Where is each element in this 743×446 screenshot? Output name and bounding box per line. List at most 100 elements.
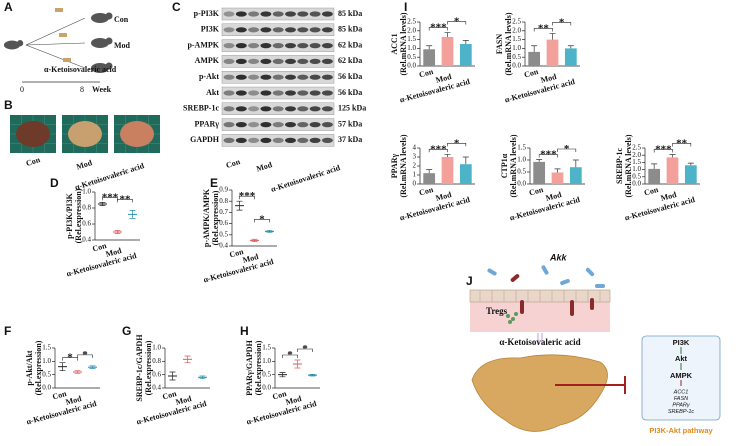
blot-band (272, 106, 284, 112)
blot-band (260, 43, 272, 49)
y-tick-label: 1.5 (262, 344, 271, 352)
y-axis-unit: (Rel.expression) (211, 190, 220, 245)
significance-label: * (67, 352, 73, 364)
significance-bracket (653, 149, 673, 153)
significance-bracket (447, 21, 467, 25)
x-tick-label: Mod (435, 190, 453, 203)
y-tick-label: 0.0 (262, 384, 271, 392)
blot-band (321, 58, 333, 64)
arrow (25, 44, 86, 69)
food-icon (59, 33, 67, 37)
panel-letter: C (172, 0, 181, 14)
y-axis-unit: (Rel.expression) (144, 340, 153, 395)
pathway-node: Akt (675, 354, 688, 363)
error-bar (549, 33, 556, 40)
significance-bracket (297, 348, 313, 352)
mucosa (470, 298, 610, 332)
target-gene: FASN (674, 396, 688, 402)
significance-bracket (428, 27, 448, 31)
y-tick-label: 1.0 (632, 165, 641, 173)
blot-band (223, 74, 235, 80)
mouse-icon (3, 40, 21, 50)
y-tick-label: 3 (413, 153, 417, 161)
significance-label: *** (655, 143, 672, 155)
blot-band (309, 27, 321, 33)
blot-row (221, 134, 335, 147)
blot-band (248, 106, 260, 112)
blot-band (272, 90, 284, 96)
blot-band (260, 137, 272, 143)
x-tick-label: Con (271, 389, 288, 402)
y-tick-label: 2.0 (512, 26, 521, 34)
size-label: 62 kDa (338, 40, 362, 49)
significance-label: * (559, 16, 565, 28)
protein-label: AMPK (195, 56, 220, 65)
panel-letter: E (210, 176, 218, 190)
y-tick-label: 2.5 (407, 18, 416, 26)
error-bar (309, 374, 316, 377)
liver (16, 121, 50, 147)
group-label: α-Ketoisovaleric acid (270, 163, 342, 194)
error-bar (444, 153, 451, 157)
error-bar (294, 359, 301, 369)
protein-label: p-Akt (199, 72, 219, 81)
blot-band (297, 58, 309, 64)
significance-label: * (82, 349, 88, 361)
liver (471, 354, 608, 432)
blot-band (297, 137, 309, 143)
significance-label: *** (430, 143, 447, 155)
x-tick-label: Con (91, 241, 108, 254)
error-bar (462, 156, 469, 165)
group-label: Mod (255, 160, 274, 174)
error-bar (426, 169, 433, 174)
pathway-node: AMPK (670, 371, 693, 380)
x-tick-label: Con (643, 185, 660, 198)
size-label: 56 kDa (338, 88, 362, 97)
significance-bracket (538, 154, 558, 158)
x-tick-label: Con (51, 389, 68, 402)
y-tick-label: 4 (413, 144, 417, 152)
blot-band (321, 137, 333, 143)
food-icon (55, 8, 63, 12)
blot-band (235, 58, 247, 64)
x-tick-label: Mod (65, 394, 83, 407)
y-tick-label: 0.5 (219, 230, 228, 238)
blot-band (223, 106, 235, 112)
pathway-box (641, 335, 721, 421)
blot-band (235, 74, 247, 80)
y-tick-label: 0.0 (517, 180, 526, 188)
error-bar (129, 210, 136, 219)
y-tick-label: 0 (413, 180, 417, 188)
x-tick-label: Mod (540, 72, 558, 85)
blot-band (321, 106, 333, 112)
y-axis-title: PPARγ (390, 154, 399, 179)
significance-label: * (287, 349, 293, 361)
blot-band (223, 122, 235, 128)
x-tick-label: Con (523, 67, 540, 80)
y-axis-title: ACC1 (390, 33, 399, 54)
error-bar (99, 202, 106, 206)
mouse-head (105, 37, 113, 45)
blot-row (221, 118, 335, 131)
y-tick-label: 1.0 (42, 357, 51, 365)
error-bar (444, 32, 451, 37)
blot-band (321, 43, 333, 49)
error-bar (266, 229, 273, 233)
y-tick-label: 0.0 (512, 62, 521, 70)
y-axis-unit: (Rel.mRNA levels) (509, 134, 518, 197)
blot-band (321, 11, 333, 17)
liver (120, 121, 154, 147)
y-tick-label: 0.5 (42, 370, 51, 378)
blot-band (297, 11, 309, 17)
y-tick-label: 1.0 (82, 188, 91, 196)
blot-band (248, 27, 260, 33)
y-axis-title: p-AMPK/AMPK (202, 188, 211, 247)
significance-bracket (117, 199, 133, 203)
error-bar (59, 362, 66, 372)
target-gene: PPARγ (672, 402, 691, 408)
blot-band (260, 122, 272, 128)
y-tick-label: 2.0 (632, 151, 641, 159)
x-tick-label: Con (161, 389, 178, 402)
blot-band (272, 27, 284, 33)
